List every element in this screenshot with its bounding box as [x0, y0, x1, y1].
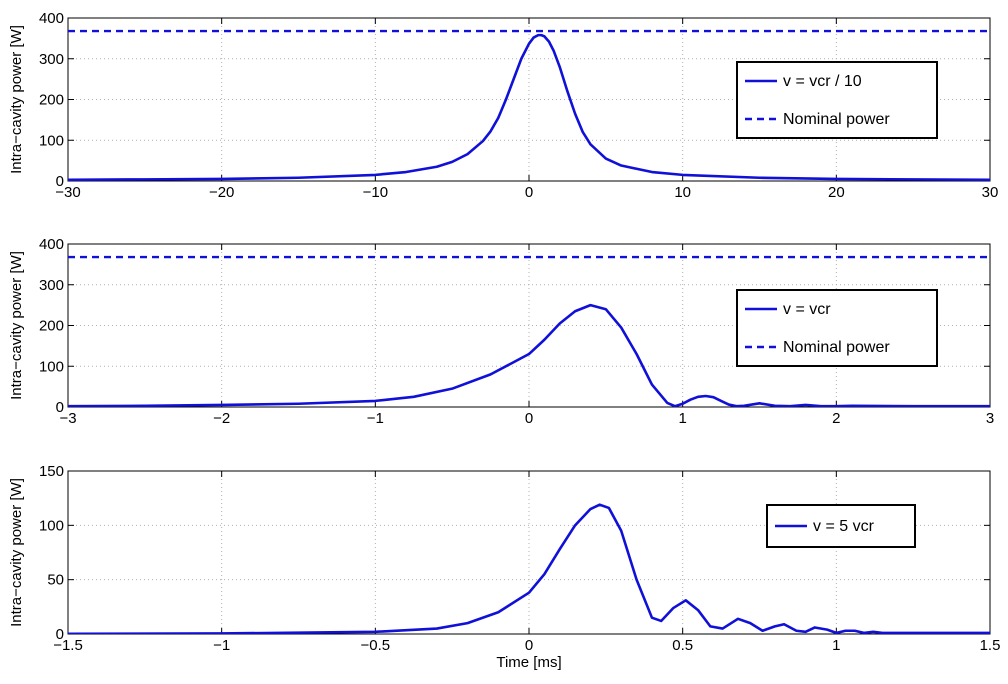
x-tick-label: −0.5 [361, 637, 391, 654]
legend: v = vcr / 10 Nominal power [736, 61, 938, 139]
x-tick-label: 3 [986, 410, 994, 427]
legend-label: v = 5 vcr [813, 518, 875, 535]
x-tick-label: 20 [828, 184, 845, 201]
x-axis-label: Time [ms] [496, 654, 561, 671]
legend-label: v = vcr / 10 [783, 73, 862, 90]
legend-label: Nominal power [783, 339, 890, 356]
y-tick-label: 400 [39, 10, 64, 27]
y-tick-label: 200 [39, 318, 64, 335]
y-tick-label: 200 [39, 92, 64, 109]
x-tick-label: −10 [363, 184, 388, 201]
chart-panel-3: −1.5 −1 −0.5 0 0.5 1 1.5 0 50 100 150 Intra−cavity … [8, 463, 1000, 671]
y-tick-label: 0 [56, 399, 64, 416]
y-axis-label: Intra−cavity power [W] [8, 251, 25, 400]
y-tick-label: 150 [39, 463, 64, 480]
x-tick-label: 0.5 [672, 637, 693, 654]
legend-box [736, 61, 938, 139]
plot-area [68, 471, 990, 634]
x-tick-label: 0 [525, 637, 533, 654]
power-curve-line [68, 303, 990, 407]
x-tick-label: 2 [832, 410, 840, 427]
legend-label: v = vcr [783, 301, 831, 318]
legend: v = 5 vcr [766, 504, 916, 548]
legend-label: Nominal power [783, 111, 890, 128]
legend: v = vcr Nominal power [736, 289, 938, 367]
y-tick-label: 400 [39, 236, 64, 253]
x-tick-label: 1.5 [980, 637, 1001, 654]
x-tick-label: 1 [832, 637, 840, 654]
legend-box [736, 289, 938, 367]
x-tick-label: 0 [525, 184, 533, 201]
y-tick-label: 50 [47, 572, 64, 589]
y-tick-label: 100 [39, 517, 64, 534]
x-tick-label: 0 [525, 410, 533, 427]
y-tick-label: 300 [39, 51, 64, 68]
x-tick-label: −20 [209, 184, 234, 201]
chart-panel-2: −3 −2 −1 0 1 2 3 0 100 200 300 400 Intra−cavity powe… [8, 236, 994, 427]
x-tick-label: 10 [674, 184, 691, 201]
chart-panel-1: −30 −20 −10 0 10 20 300100200300400Intra−cavit… [8, 10, 998, 201]
x-tick-label: 30 [982, 184, 999, 201]
y-axis-label: Intra−cavity power [W] [8, 25, 25, 174]
x-tick-label: −1 [367, 410, 384, 427]
y-tick-label: 0 [56, 173, 64, 190]
y-tick-label: 100 [39, 132, 64, 149]
y-tick-label: 100 [39, 358, 64, 375]
y-tick-label: 0 [56, 626, 64, 643]
x-tick-label: −1 [213, 637, 230, 654]
y-tick-label: 300 [39, 277, 64, 294]
x-tick-label: −30 [55, 184, 80, 201]
x-tick-label: −2 [213, 410, 230, 427]
y-axis-label: Intra−cavity power [W] [8, 478, 25, 627]
x-tick-label: −3 [59, 410, 76, 427]
x-tick-label: 1 [678, 410, 686, 427]
x-tick-label: −1.5 [53, 637, 83, 654]
power-curve-line [68, 503, 990, 634]
power-curve-line [68, 33, 990, 181]
